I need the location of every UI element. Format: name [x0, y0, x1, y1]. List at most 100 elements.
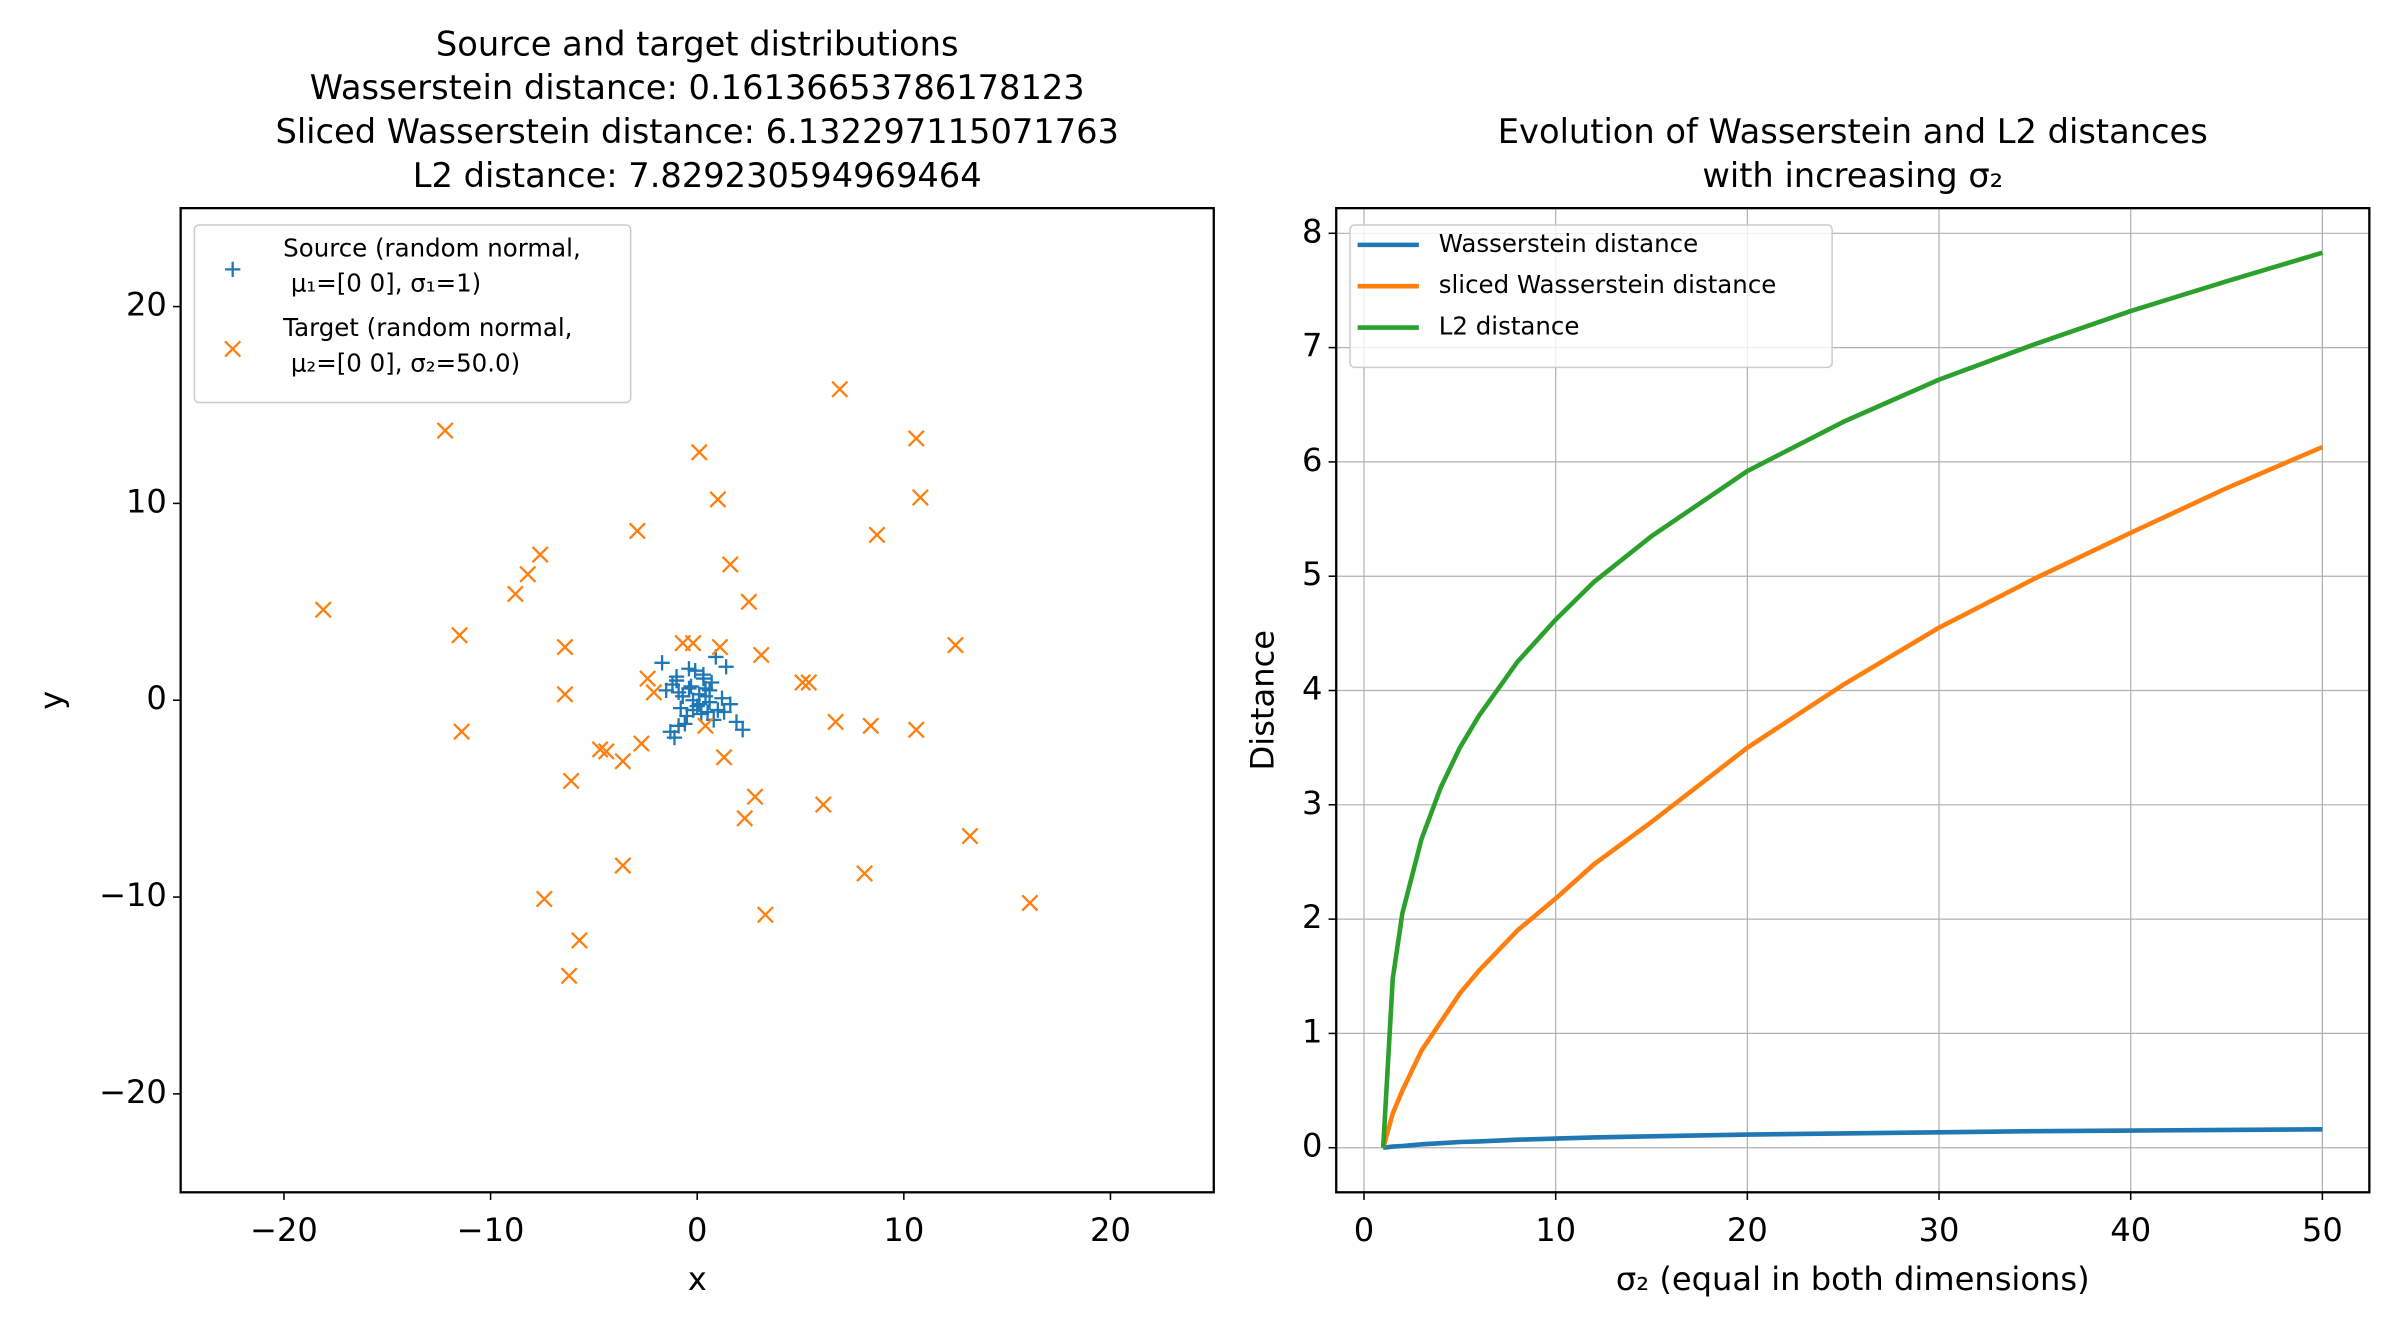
point [1021, 894, 1039, 912]
point [827, 713, 845, 731]
point [597, 742, 615, 760]
legend: Source (random normal, μ₁=[0 0], σ₁=1) Tar… [193, 224, 632, 404]
legend-marker [225, 261, 241, 278]
point [506, 585, 524, 603]
point [716, 704, 732, 720]
axes-frame [1335, 207, 2371, 1194]
point [556, 685, 574, 703]
point [531, 546, 549, 564]
legend: Wasserstein distance sliced Wasserstein d… [1349, 224, 1833, 369]
point [681, 661, 697, 677]
point [699, 704, 716, 720]
legend-frame [193, 224, 632, 404]
point [658, 682, 674, 699]
chart-title: with increasing σ₂ [1702, 156, 2003, 195]
y-tick-label: 0 [146, 679, 166, 717]
point [907, 429, 925, 447]
point [695, 666, 712, 683]
point [451, 626, 469, 644]
chart-title: L2 distance: 7.829230594969464 [413, 156, 982, 195]
plot-area [314, 380, 1039, 985]
chart-title: Source and target distributions [436, 24, 959, 63]
point [436, 422, 454, 440]
point [722, 696, 738, 712]
point [728, 714, 745, 730]
point [736, 809, 754, 827]
point [535, 890, 553, 908]
x-tick-label: 50 [2302, 1211, 2343, 1249]
plot-area [1380, 250, 2324, 1151]
y-tick-label: 0 [1302, 1127, 1322, 1165]
point [670, 718, 687, 734]
point [666, 729, 683, 746]
line [1380, 444, 2324, 1149]
point [709, 490, 727, 508]
point [314, 601, 332, 619]
y-tick-label: 3 [1302, 784, 1322, 822]
point [673, 700, 689, 716]
point [453, 723, 471, 741]
point [862, 717, 880, 735]
point [681, 680, 697, 697]
legend-marker [224, 340, 242, 358]
y-axis-label: Distance [1243, 630, 1281, 770]
point [556, 638, 574, 656]
y-tick-label: −10 [99, 876, 167, 914]
point [614, 752, 632, 770]
point [697, 680, 714, 697]
y-tick-label: 10 [126, 482, 167, 520]
x-tick-label: 20 [1727, 1211, 1768, 1249]
y-tick-label: 7 [1302, 327, 1322, 365]
point [794, 674, 812, 691]
point [831, 380, 849, 398]
x-tick-label: 10 [1535, 1211, 1576, 1249]
x-tick-label: −20 [250, 1211, 318, 1249]
legend-label: sliced Wasserstein distance [1439, 270, 1777, 299]
point [714, 690, 730, 706]
x-tick-label: 0 [1354, 1211, 1374, 1249]
y-tick-label: 5 [1302, 555, 1322, 593]
chart-title: Evolution of Wasserstein and L2 distance… [1498, 112, 2208, 151]
point [519, 565, 537, 583]
axes-frame [179, 207, 1215, 1194]
x-tick-label: 20 [1090, 1211, 1131, 1249]
point [628, 522, 646, 540]
point [715, 748, 733, 766]
point [856, 864, 874, 882]
point [632, 735, 650, 752]
point [654, 655, 670, 671]
point [685, 702, 701, 718]
point [675, 688, 691, 704]
point [740, 593, 758, 611]
point [683, 678, 699, 695]
x-tick-label: 40 [2110, 1211, 2151, 1249]
point [868, 526, 886, 544]
point [814, 796, 832, 814]
x-axis-label: x [688, 1260, 707, 1298]
y-tick-label: 6 [1302, 441, 1322, 479]
x-tick-label: −10 [457, 1211, 525, 1249]
point [718, 659, 734, 675]
line [1382, 1127, 2323, 1151]
y-tick-label: 1 [1302, 1012, 1322, 1050]
point [562, 772, 580, 790]
point [674, 634, 692, 652]
point [746, 788, 764, 806]
y-tick-label: −20 [99, 1073, 167, 1111]
point [735, 722, 751, 738]
point [756, 906, 774, 924]
legend-frame [1349, 224, 1833, 369]
y-tick-label: 2 [1302, 898, 1322, 936]
point [591, 740, 609, 758]
point [907, 721, 925, 739]
y-axis-label: y [33, 691, 71, 710]
point [711, 638, 729, 656]
point [560, 967, 578, 985]
legend-label: L2 distance [1439, 312, 1580, 341]
y-tick-label: 20 [126, 286, 167, 324]
legend-label: Wasserstein distance [1439, 229, 1698, 258]
x-tick-label: 10 [883, 1211, 924, 1249]
line [1380, 250, 2324, 1148]
